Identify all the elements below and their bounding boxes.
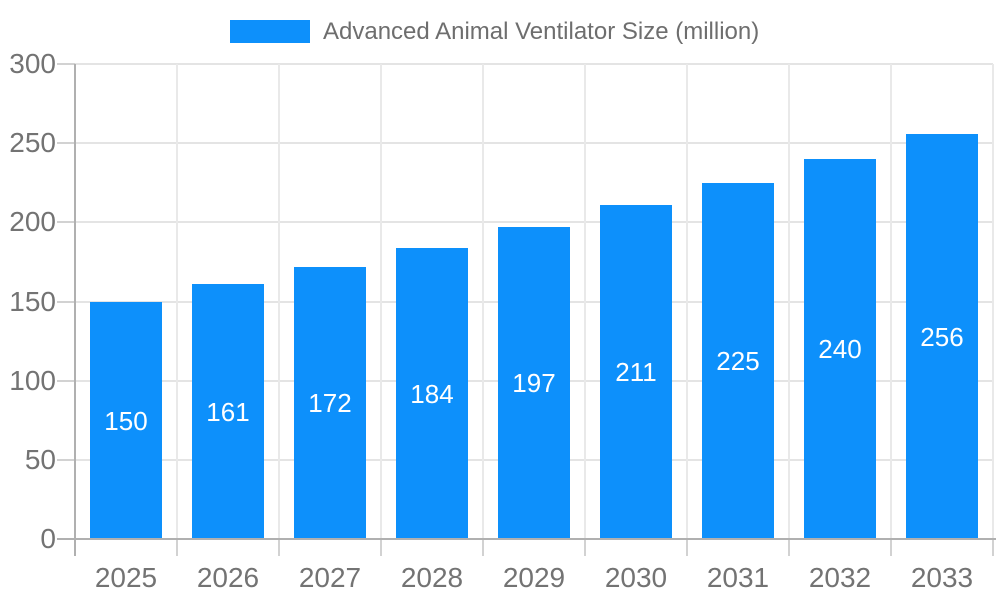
- gridline-horizontal: [75, 142, 993, 144]
- x-axis-label: 2025: [94, 562, 158, 593]
- bar: [804, 159, 876, 538]
- legend-swatch: [230, 20, 310, 43]
- x-axis-tick: [788, 539, 790, 556]
- y-axis-line: [74, 64, 76, 556]
- x-axis-label: 2030: [604, 562, 668, 593]
- y-axis-label: 50: [24, 444, 56, 475]
- x-axis-tick: [380, 539, 382, 556]
- y-axis-tick: [57, 459, 75, 461]
- bar: [906, 134, 978, 538]
- bar: [600, 205, 672, 538]
- bar-value-label: 184: [410, 379, 454, 409]
- y-axis-tick: [57, 142, 75, 144]
- x-axis-label: 2032: [808, 562, 872, 593]
- gridline-horizontal: [75, 221, 993, 223]
- x-axis-tick: [278, 539, 280, 556]
- gridline-vertical: [788, 64, 790, 539]
- bar: [396, 248, 468, 538]
- bar: [498, 227, 570, 538]
- bar: [192, 284, 264, 538]
- gridline-vertical: [482, 64, 484, 539]
- bar-value-label: 211: [615, 357, 657, 387]
- gridline-vertical: [686, 64, 688, 539]
- bar-value-label: 172: [308, 388, 352, 418]
- bar: [90, 302, 162, 538]
- x-axis-tick: [992, 539, 994, 556]
- gridline-horizontal: [75, 63, 993, 65]
- y-axis-label: 200: [9, 206, 56, 237]
- gridline-vertical: [176, 64, 178, 539]
- gridline-vertical: [278, 64, 280, 539]
- x-axis-label: 2029: [502, 562, 566, 593]
- bar-value-label: 197: [512, 368, 556, 398]
- x-axis-tick: [584, 539, 586, 556]
- legend-item[interactable]: Advanced Animal Ventilator Size (million…: [230, 14, 759, 49]
- x-axis-tick: [482, 539, 484, 556]
- gridline-vertical: [584, 64, 586, 539]
- gridline-vertical: [380, 64, 382, 539]
- y-axis-tick: [57, 301, 75, 303]
- bar-value-label: 150: [104, 406, 148, 436]
- y-axis-label: 300: [9, 48, 56, 79]
- x-axis-line: [57, 538, 996, 540]
- x-axis-label: 2031: [706, 562, 770, 593]
- bar-value-label: 240: [818, 334, 862, 364]
- gridline-vertical: [992, 64, 994, 539]
- y-axis-label: 250: [9, 127, 56, 158]
- gridline-vertical: [890, 64, 892, 539]
- y-axis-tick: [57, 63, 75, 65]
- bar: [294, 267, 366, 538]
- y-axis-tick: [57, 380, 75, 382]
- x-axis-tick: [890, 539, 892, 556]
- legend-label: Advanced Animal Ventilator Size (million…: [323, 17, 760, 45]
- x-axis-label: 2033: [910, 562, 974, 593]
- x-axis-label: 2028: [400, 562, 464, 593]
- bar-value-label: 225: [716, 346, 760, 376]
- y-axis-label: 0: [40, 523, 56, 554]
- bar: [702, 183, 774, 538]
- y-axis-tick: [57, 221, 75, 223]
- x-axis-label: 2026: [196, 562, 260, 593]
- bar-value-label: 256: [920, 322, 964, 352]
- y-axis-label: 150: [9, 286, 56, 317]
- x-axis-tick: [686, 539, 688, 556]
- x-axis-tick: [176, 539, 178, 556]
- x-axis-label: 2027: [298, 562, 362, 593]
- bar-value-label: 161: [206, 397, 250, 427]
- y-axis-label: 100: [9, 365, 56, 396]
